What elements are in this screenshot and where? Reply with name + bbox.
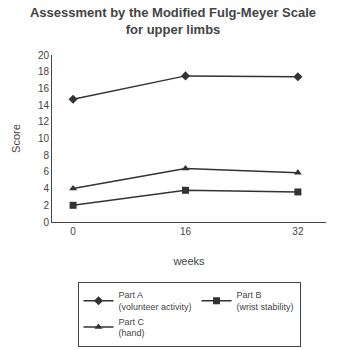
svg-text:4: 4 <box>43 183 49 194</box>
svg-text:weeks: weeks <box>172 255 205 267</box>
svg-text:6: 6 <box>43 166 49 177</box>
svg-text:14: 14 <box>38 100 50 111</box>
svg-text:Score: Score <box>10 124 22 153</box>
svg-text:Part B(wrist stability): Part B(wrist stability) <box>237 290 294 312</box>
svg-text:20: 20 <box>38 50 50 61</box>
svg-text:0: 0 <box>70 226 76 237</box>
svg-text:10: 10 <box>38 133 50 144</box>
svg-text:18: 18 <box>38 66 50 77</box>
svg-text:Part A(volunteer activity): Part A(volunteer activity) <box>119 290 192 312</box>
svg-text:2: 2 <box>43 200 49 211</box>
svg-text:Assessment by the Modified Ful: Assessment by the Modified Fulg-Meyer Sc… <box>30 5 316 37</box>
svg-text:0: 0 <box>43 217 49 228</box>
svg-text:32: 32 <box>292 226 304 237</box>
svg-text:12: 12 <box>38 116 50 127</box>
svg-text:8: 8 <box>43 150 49 161</box>
svg-text:16: 16 <box>180 226 192 237</box>
svg-text:Part C(hand): Part C(hand) <box>119 317 145 339</box>
svg-text:16: 16 <box>38 83 50 94</box>
